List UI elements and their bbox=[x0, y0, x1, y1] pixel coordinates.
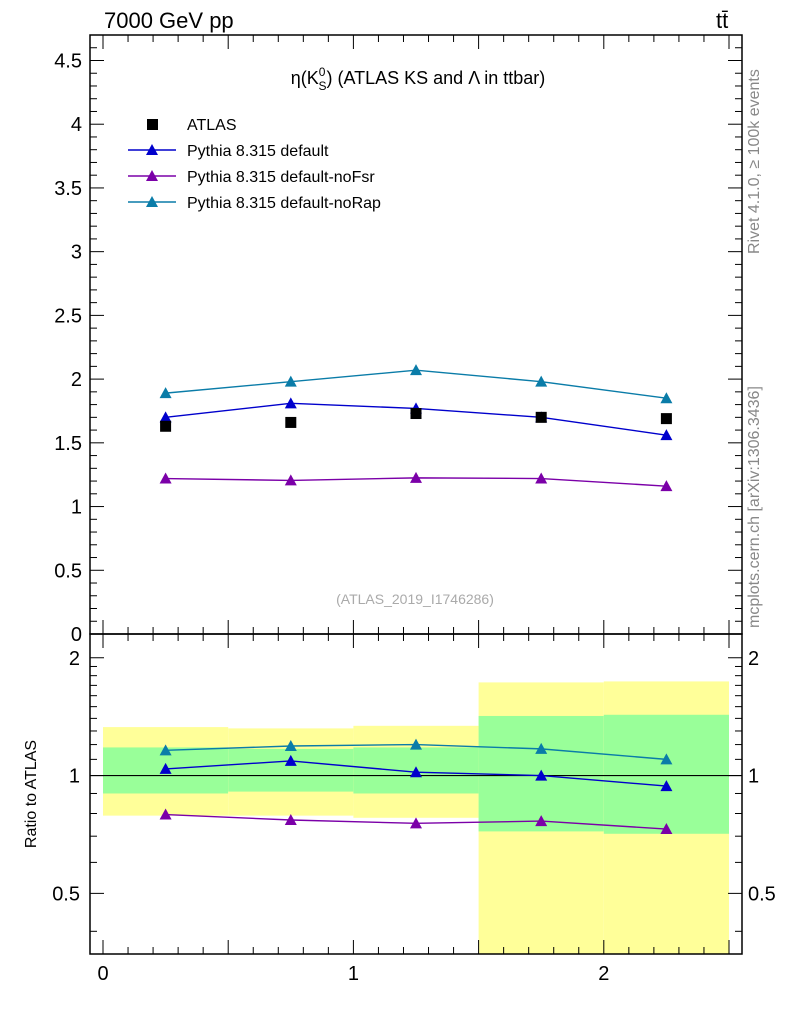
ratio-marker-default bbox=[410, 766, 422, 778]
ratio-marker-default bbox=[159, 762, 172, 774]
ratio-marker-noRap bbox=[159, 744, 172, 756]
series-marker-noRap bbox=[660, 392, 673, 404]
ratio-y-tick-label: 0.5 bbox=[52, 883, 80, 905]
main-y-tick-label: 3.5 bbox=[54, 178, 82, 200]
band-inner-bin bbox=[603, 714, 729, 834]
atlas-data-marker bbox=[285, 416, 297, 428]
legend-marker-noFsr bbox=[146, 170, 158, 181]
series-marker-noRap bbox=[410, 364, 422, 376]
rivet-version-label: Rivet 4.1.0, ≥ 100k events bbox=[746, 69, 763, 254]
ratio-marker-noFsr bbox=[159, 808, 172, 820]
series-marker-noRap bbox=[535, 375, 548, 387]
legend-marker-atlas bbox=[147, 119, 158, 130]
legend-label-atlas: ATLAS bbox=[187, 117, 237, 134]
main-y-tick-label: 4 bbox=[71, 114, 82, 136]
atlas-data-marker bbox=[410, 408, 422, 420]
ratio-y-tick-label-right: 1 bbox=[748, 766, 759, 788]
ratio-marker-noFsr bbox=[284, 813, 297, 825]
legend-label-noFsr: Pythia 8.315 default-noFsr bbox=[187, 169, 375, 186]
ratio-x-tick-label: 0 bbox=[97, 963, 108, 985]
analysis-watermark: (ATLAS_2019_I1746286) bbox=[336, 591, 494, 607]
series-marker-noRap bbox=[159, 387, 172, 399]
main-y-tick-label: 0.5 bbox=[54, 560, 82, 582]
atlas-data-marker bbox=[160, 420, 172, 432]
atlas-data-marker bbox=[660, 413, 672, 425]
legend-label-default: Pythia 8.315 default bbox=[187, 143, 329, 160]
main-y-tick-label: 2 bbox=[71, 369, 82, 391]
ratio-marker-noRap bbox=[410, 738, 422, 750]
series-marker-noFsr bbox=[535, 472, 548, 484]
main-y-tick-label: 4.5 bbox=[54, 50, 82, 72]
ratio-y-tick-label-right: 0.5 bbox=[748, 883, 776, 905]
series-marker-default bbox=[159, 411, 172, 423]
ratio-plot-frame bbox=[89, 633, 743, 955]
series-marker-default bbox=[284, 397, 297, 409]
ratio-marker-noFsr bbox=[410, 817, 422, 829]
main-y-tick-label: 0 bbox=[71, 624, 82, 646]
atlas-data-marker bbox=[535, 411, 547, 423]
ratio-marker-noRap bbox=[535, 742, 548, 754]
legend-label-noRap: Pythia 8.315 default-noRap bbox=[187, 195, 381, 212]
ratio-marker-noRap bbox=[660, 753, 673, 765]
ratio-marker-default bbox=[535, 769, 548, 781]
main-y-tick-label: 2.5 bbox=[54, 305, 82, 327]
ratio-marker-noFsr bbox=[660, 823, 673, 835]
ratio-x-tick-label: 2 bbox=[598, 963, 609, 985]
legend-marker-default bbox=[146, 144, 158, 155]
ratio-marker-default bbox=[660, 780, 673, 792]
ratio-x-tick-label: 1 bbox=[348, 963, 359, 985]
ratio-marker-noFsr bbox=[535, 815, 548, 827]
series-marker-noFsr bbox=[660, 480, 673, 492]
header-right: tt̄ bbox=[716, 8, 729, 33]
header-left: 7000 GeV pp bbox=[104, 8, 234, 33]
ratio-y-tick-label-right: 2 bbox=[748, 648, 759, 670]
series-marker-noFsr bbox=[284, 474, 297, 486]
ratio-y-tick-label: 1 bbox=[69, 766, 80, 788]
main-y-tick-label: 1 bbox=[71, 497, 82, 519]
ratio-y-tick-label: 2 bbox=[69, 648, 80, 670]
mcplots-credit-label: mcplots.cern.ch [arXiv:1306.3436] bbox=[746, 386, 763, 628]
series-marker-noFsr bbox=[410, 471, 422, 483]
main-y-tick-label: 3 bbox=[71, 242, 82, 264]
legend-marker-noRap bbox=[146, 196, 158, 207]
ratio-marker-noRap bbox=[284, 740, 297, 751]
series-marker-noFsr bbox=[159, 472, 172, 484]
chart-title: η(K0 S) (ATLAS KS and Λ in ttbar) bbox=[291, 65, 546, 93]
series-marker-noRap bbox=[284, 375, 297, 387]
main-y-tick-label: 1.5 bbox=[54, 433, 82, 455]
ratio-marker-default bbox=[284, 754, 297, 766]
series-marker-default bbox=[660, 429, 673, 441]
ratio-y-axis-label: Ratio to ATLAS bbox=[23, 740, 40, 848]
